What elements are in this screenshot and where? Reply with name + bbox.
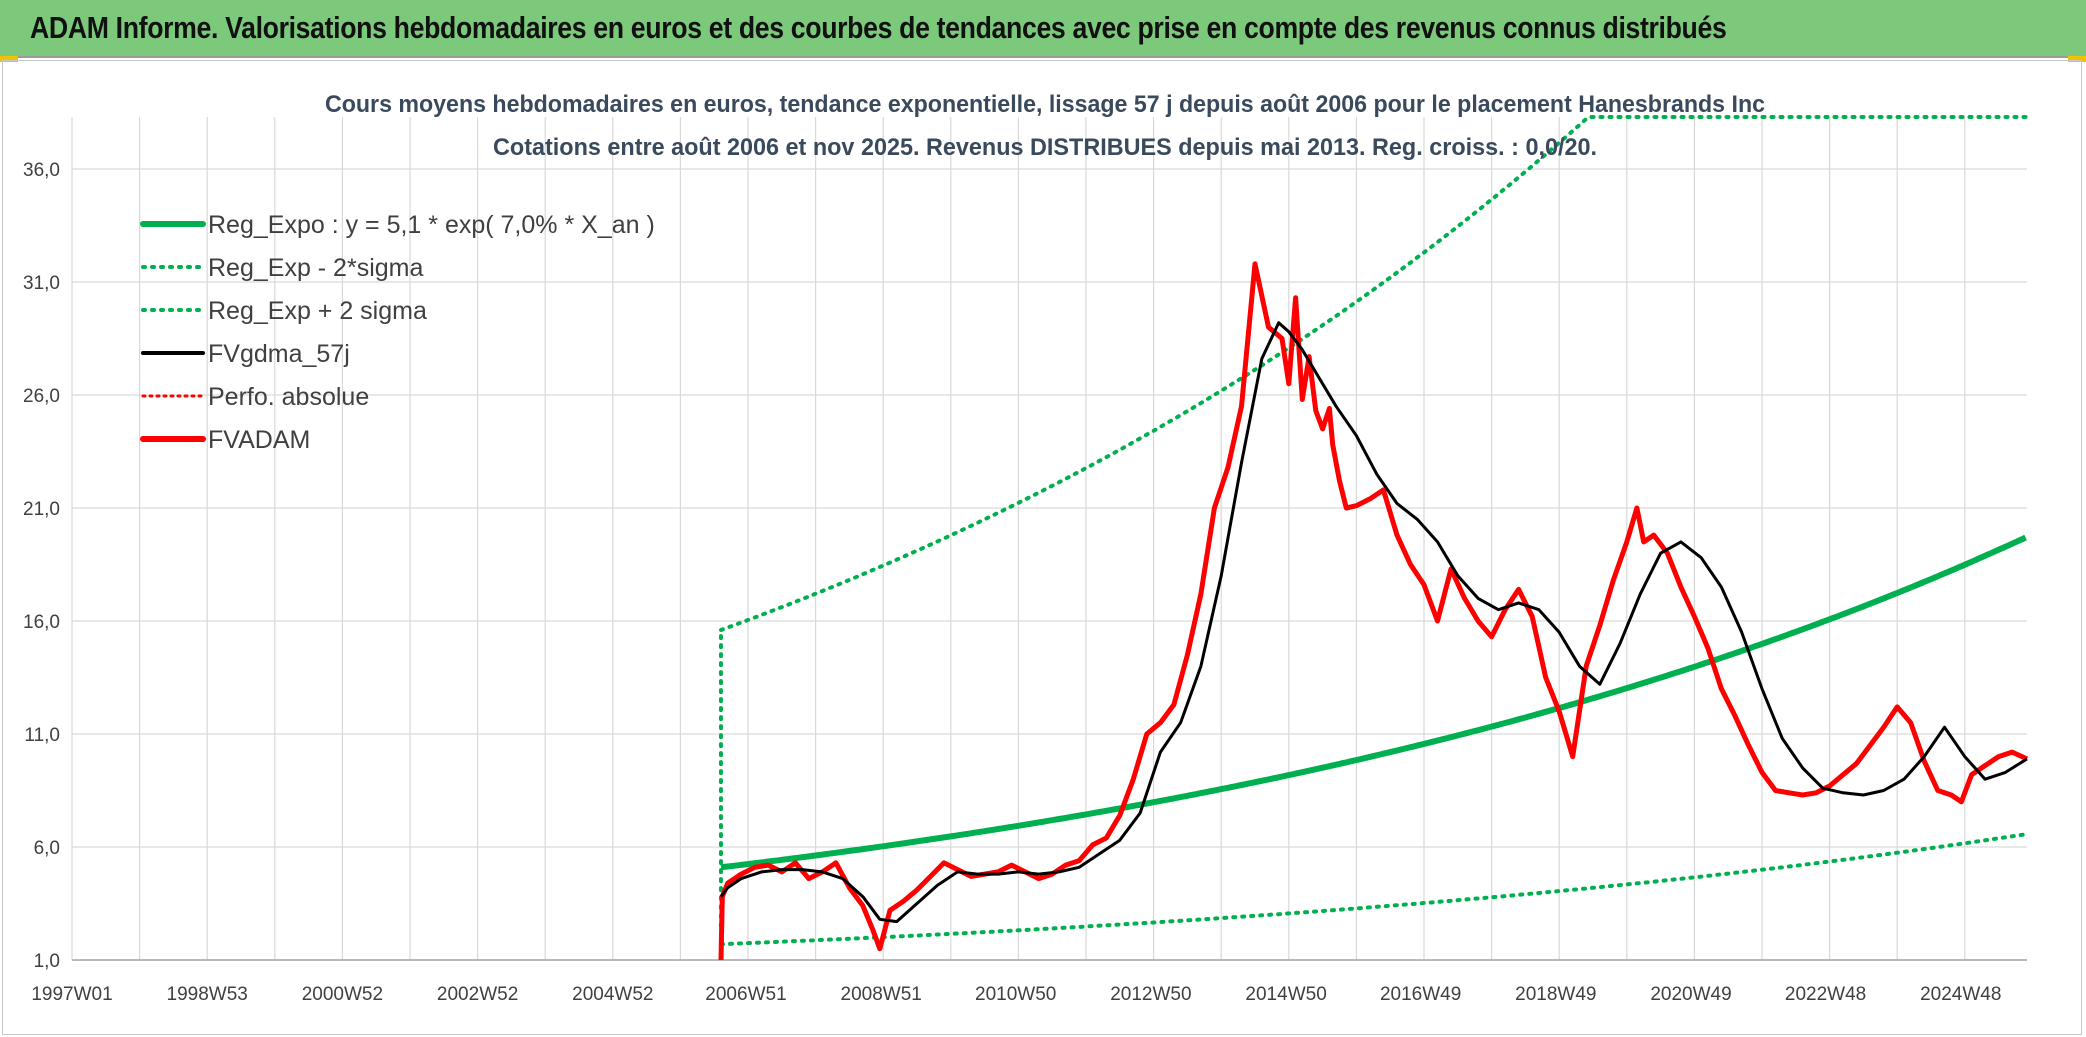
banner-corner-accent: [0, 56, 18, 62]
x-tick-label: 2010W50: [975, 984, 1056, 1005]
x-tick-label: 2012W50: [1110, 984, 1191, 1005]
x-tick-label: 1997W01: [31, 984, 112, 1005]
reg-exp-minus-2sigma-line: [719, 832, 2028, 947]
x-tick-label: 1998W53: [167, 984, 248, 1005]
y-tick-label: 1,0: [34, 951, 60, 972]
x-tick-label: 2006W51: [705, 984, 786, 1005]
legend-label-reg_expo: Reg_Expo : y = 5,1 * exp( 7,0% * X_an ): [208, 211, 655, 239]
x-tick-label: 2018W49: [1515, 984, 1596, 1005]
legend-label-reg_minus: Reg_Exp - 2*sigma: [208, 254, 423, 282]
x-tick-label: 2020W49: [1650, 984, 1731, 1005]
series-layer: [718, 115, 2029, 961]
axes: 1,0 6,0 11,0 16,0 21,0 26,0 31,0 36,0 1997W01 199…: [23, 160, 2027, 1005]
fvadam-line: [718, 261, 2029, 961]
chart-title: Cours moyens hebdomadaires en euros, ten…: [325, 91, 1765, 118]
banner-corner-accent: [2068, 56, 2086, 62]
legend-label-reg_plus: Reg_Exp + 2 sigma: [208, 297, 427, 325]
y-tick-label: 21,0: [23, 499, 60, 520]
x-tick-label: 2016W49: [1380, 984, 1461, 1005]
y-tick-label: 26,0: [23, 386, 60, 407]
reg-expo-line: [720, 534, 2027, 871]
x-tick-label: 2004W52: [572, 984, 653, 1005]
banner-title: ADAM Informe. Valorisations hebdomadaire…: [30, 10, 1727, 45]
legend: Reg_Expo : y = 5,1 * exp( 7,0% * X_an ) R…: [140, 211, 655, 454]
legend-label-fvgdma: FVgdma_57j: [208, 340, 350, 368]
y-tick-label: 16,0: [23, 612, 60, 633]
x-tick-label: 2024W48: [1920, 984, 2001, 1005]
gridlines: [71, 117, 2027, 961]
reg-exp-plus-2sigma-line: [719, 115, 2028, 632]
legend-label-fvadam: FVADAM: [208, 426, 310, 454]
legend-label-perfo: Perfo. absolue: [208, 383, 369, 411]
x-tick-label: 2000W52: [302, 984, 383, 1005]
x-tick-label: 2014W50: [1245, 984, 1326, 1005]
y-tick-label: 31,0: [23, 273, 60, 294]
fvgdma-57j-line: [719, 321, 2028, 924]
x-tick-label: 2008W51: [841, 984, 922, 1005]
y-tick-label: 6,0: [34, 838, 60, 859]
y-tick-label: 36,0: [23, 160, 60, 181]
x-tick-label: 2002W52: [437, 984, 518, 1005]
y-tick-label: 11,0: [24, 725, 60, 746]
x-tick-label: 2022W48: [1785, 984, 1866, 1005]
chart-subtitle: Cotations entre août 2006 et nov 2025. R…: [493, 134, 1597, 161]
title-banner: ADAM Informe. Valorisations hebdomadaire…: [0, 0, 2086, 62]
